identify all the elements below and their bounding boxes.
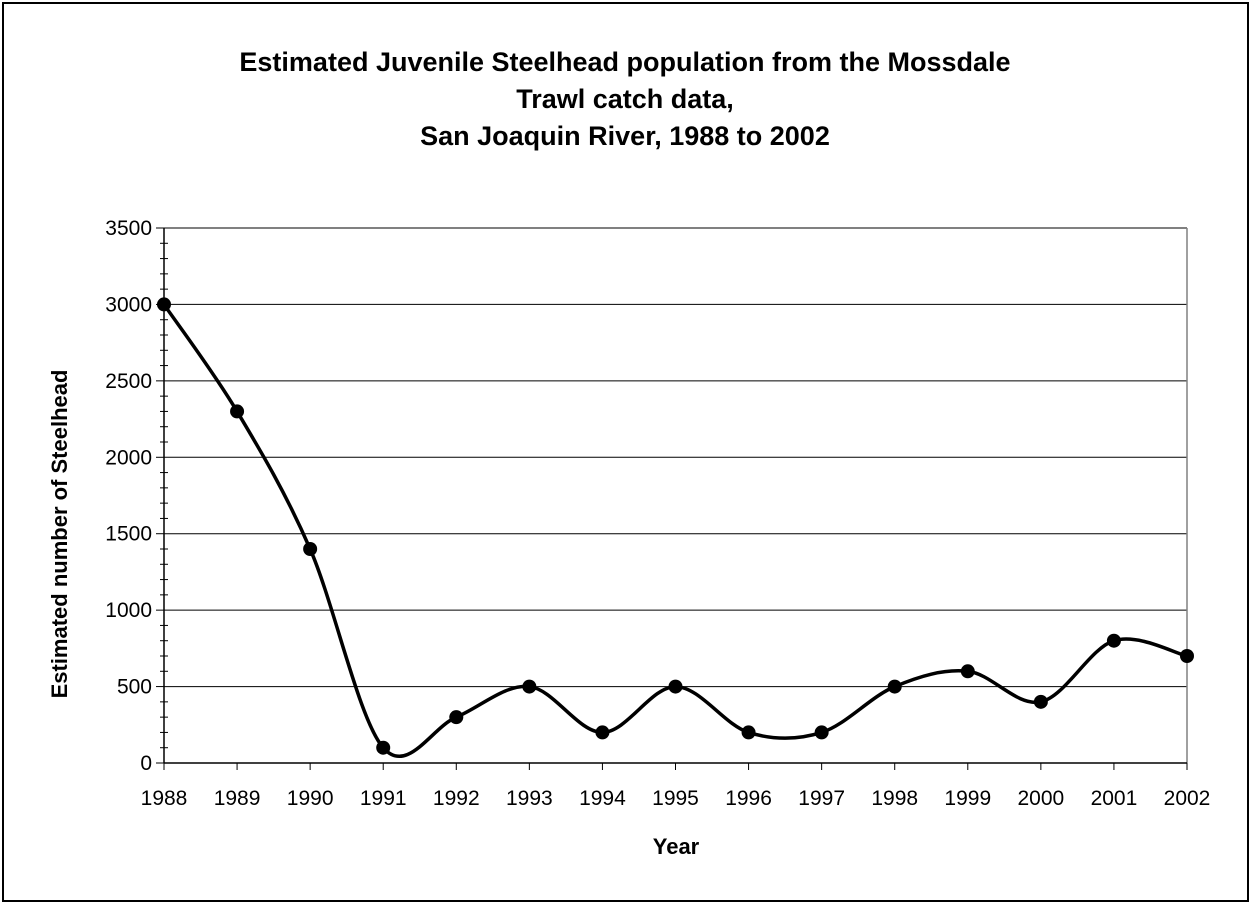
data-point-1997 <box>814 725 829 740</box>
gridlines <box>164 227 1187 688</box>
x-tick-label-5: 1993 <box>506 787 553 810</box>
chart-title-line-2: Trawl catch data, <box>516 84 734 114</box>
data-point-1991 <box>376 740 391 755</box>
data-point-2000 <box>1033 694 1048 709</box>
x-tick-label-13: 2001 <box>1091 787 1138 810</box>
data-point-1993 <box>522 679 537 694</box>
x-tick-label-14: 2002 <box>1164 787 1211 810</box>
x-tick-label-10: 1998 <box>871 787 918 810</box>
data-point-1998 <box>887 679 902 694</box>
data-point-2001 <box>1106 633 1121 648</box>
x-tick-label-12: 2000 <box>1017 787 1064 810</box>
y-tick-label-0: 0 <box>140 752 152 775</box>
data-point-1990 <box>303 542 318 556</box>
data-point-2002 <box>1180 649 1194 663</box>
data-point-1996 <box>741 725 756 740</box>
x-tick-label-1: 1989 <box>214 787 261 810</box>
data-point-1994 <box>595 725 610 740</box>
data-point-1995 <box>668 679 683 694</box>
chart-title: Estimated Juvenile Steelhead population … <box>0 44 1250 155</box>
x-tick-label-9: 1997 <box>798 787 845 810</box>
y-tick-label-6: 3000 <box>105 293 152 316</box>
axes <box>156 227 1188 770</box>
y-tick-label-7: 3500 <box>105 217 152 240</box>
data-point-1988 <box>157 297 171 312</box>
y-tick-label-4: 2000 <box>105 446 152 469</box>
x-tick-label-11: 1999 <box>944 787 991 810</box>
data-point-1999 <box>960 664 975 679</box>
x-axis-label: Year <box>653 834 700 859</box>
y-tick-label-2: 1000 <box>105 599 152 622</box>
chart-title-line-3: San Joaquin River, 1988 to 2002 <box>420 121 830 151</box>
data-point-1992 <box>449 710 464 725</box>
series <box>157 297 1194 758</box>
x-tick-label-7: 1995 <box>652 787 699 810</box>
x-tick-label-2: 1990 <box>287 787 334 810</box>
x-tick-label-6: 1994 <box>579 787 626 810</box>
x-tick-label-4: 1992 <box>433 787 480 810</box>
data-point-1989 <box>230 404 245 419</box>
y-tick-label-3: 1500 <box>105 523 152 546</box>
y-tick-label-5: 2500 <box>105 370 152 393</box>
x-tick-label-3: 1991 <box>360 787 407 810</box>
y-tick-label-1: 500 <box>117 676 152 699</box>
chart-title-line-1: Estimated Juvenile Steelhead population … <box>239 47 1011 77</box>
tick-labels: 0 500 1000 1500 2000 2500 3000 3500 1988 1989 1990… <box>105 217 1210 810</box>
x-tick-label-8: 1996 <box>725 787 772 810</box>
x-tick-label-0: 1988 <box>141 787 188 810</box>
y-axis-label: Estimated number of Steelhead <box>47 370 72 699</box>
